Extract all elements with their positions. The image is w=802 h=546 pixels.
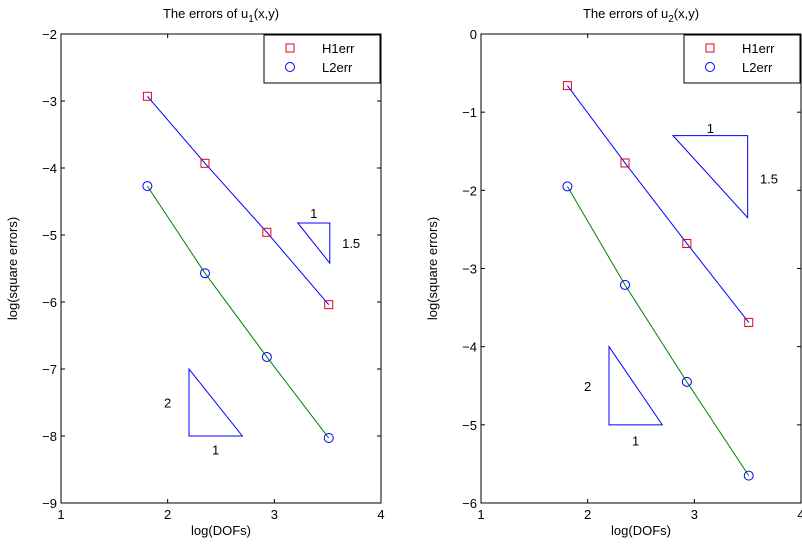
data-point-H1err (620, 158, 630, 168)
x-axis-label: log(DOFs) (191, 523, 251, 538)
data-point-H1err (744, 317, 754, 327)
slope-rise-label: 1.5 (760, 172, 778, 187)
plot-area-frame (60, 33, 382, 504)
slope-run-label: 1 (310, 206, 317, 221)
series-line-H1err (147, 95, 330, 306)
y-tick-label: −4 (462, 340, 477, 355)
chart-u1-errors: 1 2 3 4 −9 −8 −7 −6 −5 −4 −3 −2 The errors of u1(x,y… (5, 6, 385, 538)
y-tick-label: −5 (462, 418, 477, 433)
data-point-L2err (142, 181, 153, 192)
slope-rise-label: 2 (164, 396, 171, 411)
y-axis-label: log(square errors) (5, 217, 20, 320)
y-tick-label: 0 (470, 27, 477, 42)
plot-area-frame (480, 33, 802, 504)
data-point-L2err (261, 351, 272, 362)
legend-label-H1err: H1err (322, 41, 355, 56)
legend: H1err L2err (683, 34, 801, 84)
x-tick-label: 1 (57, 507, 64, 522)
x-tick-label: 2 (584, 507, 591, 522)
y-tick-label: −1 (462, 105, 477, 120)
slope-triangle (608, 345, 664, 426)
chart-title: The errors of u2(x,y) (583, 6, 699, 25)
data-point-H1err (200, 158, 210, 168)
slope-run-label: 1 (632, 433, 639, 448)
series-line-L2err (146, 185, 330, 439)
legend-label-L2err: L2err (322, 60, 353, 75)
data-point-L2err (562, 181, 573, 192)
x-tick-label: 4 (377, 507, 384, 522)
slope-rise-label: 2 (584, 379, 591, 394)
slope-run-label: 1 (212, 442, 219, 457)
data-point-H1err (682, 238, 692, 248)
data-point-L2err (681, 376, 692, 387)
y-tick-label: −2 (42, 27, 57, 42)
slope-run-label: 1 (707, 121, 714, 136)
y-tick-label: −3 (42, 94, 57, 109)
y-tick-label: −7 (42, 362, 57, 377)
data-point-H1err (562, 81, 572, 91)
slope-triangle (296, 222, 331, 265)
slope-triangle (671, 135, 749, 219)
chart-title: The errors of u1(x,y) (163, 6, 279, 25)
legend-box (263, 34, 381, 84)
legend-marker-L2err (705, 62, 715, 72)
y-tick-label: −6 (462, 496, 477, 511)
x-tick-label: 3 (271, 507, 278, 522)
legend-label-L2err: L2err (742, 60, 773, 75)
y-tick-label: −3 (462, 262, 477, 277)
y-tick-label: −9 (42, 496, 57, 511)
x-tick-label: 4 (797, 507, 802, 522)
legend-marker-H1err (285, 43, 295, 53)
data-point-L2err (743, 470, 754, 481)
x-tick-label: 2 (164, 507, 171, 522)
data-point-H1err (142, 91, 152, 101)
data-point-L2err (620, 279, 630, 290)
data-point-L2err (200, 268, 210, 279)
slope-rise-label: 1.5 (342, 236, 360, 251)
x-tick-label: 1 (477, 507, 484, 522)
y-tick-label: −8 (42, 429, 57, 444)
y-axis-label: log(square errors) (425, 217, 440, 320)
slope-triangle (188, 367, 244, 437)
y-tick-label: −6 (42, 295, 57, 310)
legend-marker-H1err (705, 43, 715, 53)
data-point-L2err (323, 433, 334, 444)
x-tick-label: 3 (691, 507, 698, 522)
legend-label-H1err: H1err (742, 41, 775, 56)
legend: H1err L2err (263, 34, 381, 84)
y-tick-label: −5 (42, 228, 57, 243)
series-line-H1err (566, 85, 750, 323)
chart-u2-errors: 1 2 3 4 −6 −5 −4 −3 −2 −1 0 The errors of u2(x,y) lo… (425, 6, 802, 538)
y-tick-label: −4 (42, 161, 57, 176)
x-axis-label: log(DOFs) (611, 523, 671, 538)
legend-marker-L2err (285, 62, 295, 72)
data-point-H1err (262, 227, 272, 237)
y-tick-label: −2 (462, 183, 477, 198)
series-line-L2err (566, 186, 750, 476)
data-point-H1err (324, 300, 334, 310)
legend-box (683, 34, 801, 84)
